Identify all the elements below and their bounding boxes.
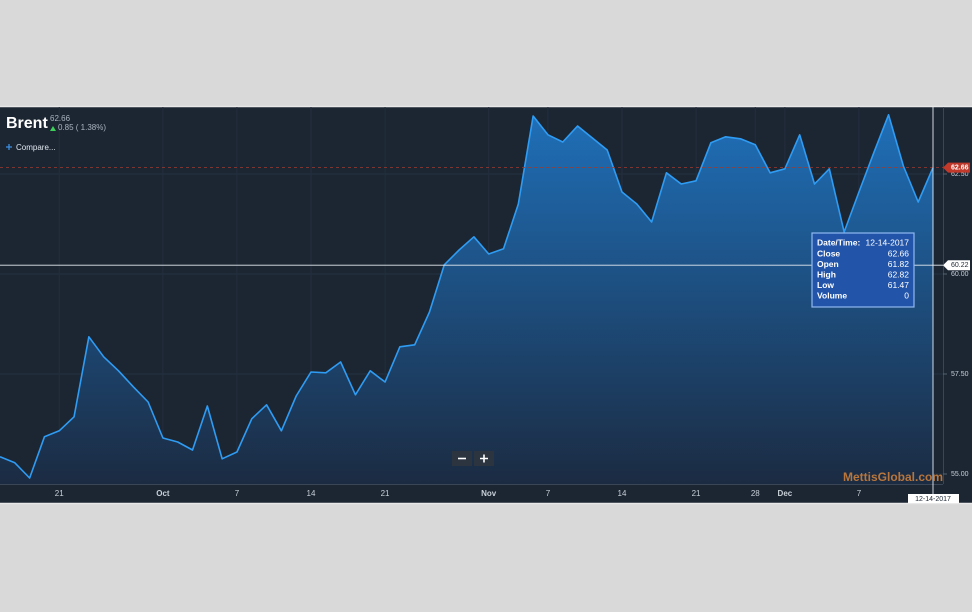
watermark: MettisGlobal.com xyxy=(843,470,943,484)
tooltip-date-label: Date/Time: xyxy=(817,237,860,247)
x-tick-label: 28 xyxy=(751,489,760,498)
x-tick-label: 7 xyxy=(235,489,240,498)
plot xyxy=(0,114,934,485)
tooltip-value: 62.82 xyxy=(888,269,910,279)
x-tick-label: 7 xyxy=(857,489,862,498)
y-tick-label: 57.50 xyxy=(951,371,969,378)
area-fill xyxy=(0,114,933,485)
tooltip-value: 62.66 xyxy=(888,248,910,258)
tooltip-date: 12-14-2017 xyxy=(866,237,910,247)
tooltip-label: Open xyxy=(817,259,839,269)
price-tag xyxy=(943,162,970,173)
up-arrow xyxy=(50,126,56,131)
x-tick-label: Oct xyxy=(156,489,170,498)
y-tick-label: 60.00 xyxy=(951,271,969,278)
tooltip-value: 0 xyxy=(904,291,909,301)
crosshair-date: 12-14-2017 xyxy=(915,496,951,503)
tooltip-label: Volume xyxy=(817,291,847,301)
crosshair-date-box xyxy=(908,494,959,503)
tooltip-value: 61.47 xyxy=(888,280,910,290)
plus-icon xyxy=(480,454,488,463)
x-tick-label: 21 xyxy=(692,489,701,498)
zoom-controls xyxy=(452,451,494,466)
tooltip-label: High xyxy=(817,269,836,279)
price-tag-label: 62.66 xyxy=(951,164,969,171)
x-tick-label: 21 xyxy=(55,489,64,498)
x-tick-label: 21 xyxy=(381,489,390,498)
price-line xyxy=(0,114,934,479)
y-tick-label: 62.50 xyxy=(951,171,969,178)
compare-button[interactable]: Compare... xyxy=(6,143,56,152)
x-tick-label: 14 xyxy=(618,489,627,498)
tooltip-box xyxy=(811,232,915,308)
compare-label[interactable]: Compare... xyxy=(16,143,56,152)
tooltip-label: Low xyxy=(817,280,834,290)
tooltip-value: 61.82 xyxy=(888,259,910,269)
chart-title: Brent xyxy=(6,115,48,132)
plus-icon xyxy=(6,144,12,150)
last-price: 62.66 xyxy=(50,114,71,123)
y-tick-label: 55.00 xyxy=(951,471,969,478)
x-tick-label: 7 xyxy=(546,489,551,498)
overlay: 62.66 60.22 12-14-2017 Date/Time: 12-14-2017… xyxy=(0,107,970,503)
tooltip-label: Close xyxy=(817,248,840,258)
x-tick-label: Nov xyxy=(481,489,497,498)
crosshair-tag-label: 60.22 xyxy=(951,262,969,269)
change: 0.85 ( 1.38%) xyxy=(58,123,106,132)
crosshair-tag xyxy=(943,260,970,271)
x-tick-label: Dec xyxy=(778,489,793,498)
x-tick-label: 14 xyxy=(307,489,316,498)
